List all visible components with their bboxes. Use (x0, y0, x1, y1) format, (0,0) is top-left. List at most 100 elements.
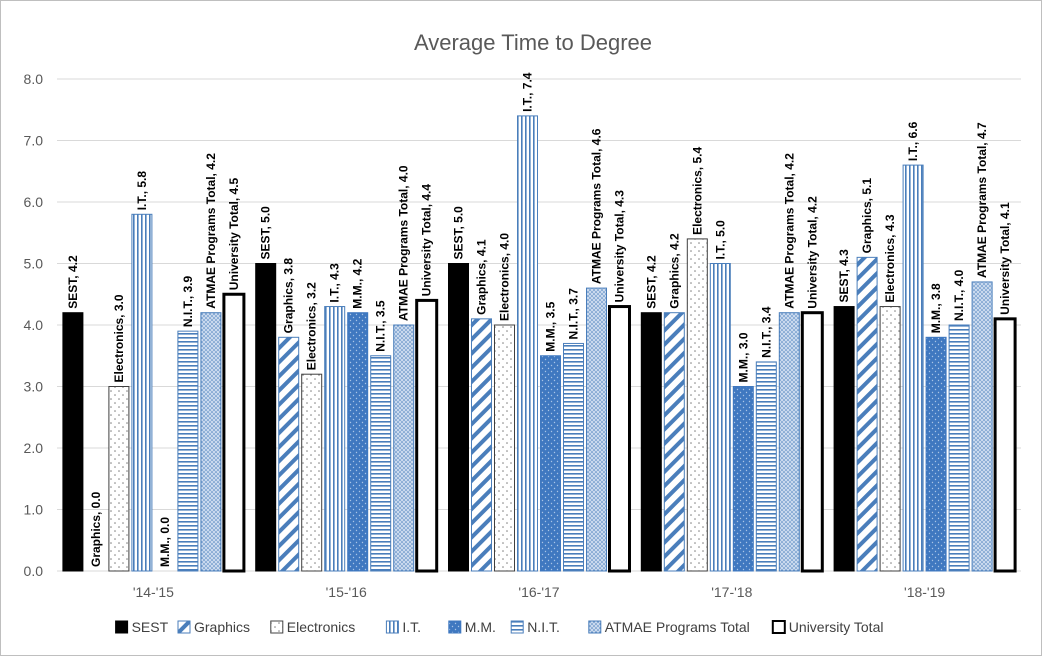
legend-swatch-graphics (177, 620, 191, 634)
legend-label-graphics: Graphics (194, 619, 250, 635)
bar-university-total-14-15 (222, 292, 246, 573)
data-label-sest-18-19: SEST, 4.3 (837, 249, 851, 303)
bar-sest-16-17 (448, 263, 469, 572)
legend: SEST Graphics Electronics I.T. M.M. N.I.T. ATM… (115, 619, 884, 635)
bar-n-i-t-14-15 (177, 330, 199, 572)
legend-label-i-t: I.T. (402, 619, 421, 635)
x-category-label: '16-'17 (518, 584, 559, 600)
y-tick-label: 0.0 (24, 563, 44, 579)
data-label-i-t-18-19: I.T., 6.6 (906, 121, 920, 161)
x-category-label: '17-'18 (711, 584, 752, 600)
data-label-graphics-18-19: Graphics, 5.1 (860, 178, 874, 254)
data-label-m-m-17-18: M.M., 3.0 (736, 332, 750, 382)
y-tick-label: 4.0 (24, 317, 44, 333)
data-label-atmae-programs-total-17-18: ATMAE Programs Total, 4.2 (782, 153, 796, 309)
legend-swatch-atmae-programs-total (588, 620, 602, 634)
data-label-electronics-17-18: Electronics, 5.4 (690, 147, 704, 235)
bar-i-t-16-17 (517, 115, 538, 572)
chart-title: Average Time to Degree (414, 30, 652, 55)
legend-swatch-sest (115, 620, 129, 634)
bar-i-t-18-19 (902, 164, 924, 572)
bar-graphics-18-19 (856, 256, 878, 572)
bar-graphics-17-18 (663, 312, 685, 572)
legend-swatch-m-m (448, 620, 462, 634)
legend-label-university-total: University Total (789, 619, 884, 635)
data-label-m-m-18-19: M.M., 3.8 (929, 283, 943, 333)
data-label-atmae-programs-total-14-15: ATMAE Programs Total, 4.2 (204, 153, 218, 309)
bar-n-i-t-16-17 (563, 342, 584, 572)
bar-n-i-t-17-18 (755, 361, 777, 572)
data-label-sest-15-16: SEST, 5.0 (259, 206, 273, 260)
data-label-n-i-t-14-15: N.I.T., 3.9 (181, 275, 195, 327)
x-axis-categories: '14-'15 '15-'16 '16-'17 '17-'18 '18-'19 (133, 584, 946, 600)
data-label-atmae-programs-total-16-17: ATMAE Programs Total, 4.6 (590, 128, 604, 284)
y-tick-label: 7.0 (24, 133, 44, 149)
bar-electronics-17-18 (686, 238, 708, 572)
bar-n-i-t-18-19 (948, 324, 970, 572)
data-label-graphics-14-15: Graphics, 0.0 (89, 491, 103, 567)
data-label-atmae-programs-total-18-19: ATMAE Programs Total, 4.7 (975, 122, 989, 278)
data-label-graphics-16-17: Graphics, 4.1 (475, 239, 489, 315)
bar-m-m-15-16 (347, 312, 369, 572)
bar-m-m-18-19 (925, 336, 947, 572)
data-label-n-i-t-17-18: N.I.T., 3.4 (759, 306, 773, 358)
y-tick-label: 6.0 (24, 194, 44, 210)
data-label-sest-14-15: SEST, 4.2 (66, 255, 80, 309)
y-axis-ticks: 0.0 1.0 2.0 3.0 4.0 5.0 6.0 7.0 8.0 (24, 71, 44, 579)
y-tick-label: 3.0 (24, 379, 44, 395)
y-tick-label: 2.0 (24, 440, 44, 456)
bar-atmae-programs-total-15-16 (393, 324, 415, 572)
bar-sest-18-19 (833, 306, 855, 572)
legend-label-sest: SEST (132, 619, 169, 635)
bar-m-m-17-18 (732, 386, 754, 572)
data-labels: SEST, 4.2 Graphics, 0.0 Electronics, 3.0 I.… (66, 72, 1012, 567)
bar-sest-14-15 (62, 312, 84, 572)
data-label-university-total-15-16: University Total, 4.4 (420, 184, 434, 297)
x-category-label: '15-'16 (326, 584, 367, 600)
data-label-university-total-18-19: University Total, 4.1 (998, 202, 1012, 315)
legend-swatch-i-t (385, 620, 399, 634)
bar-graphics-16-17 (471, 318, 492, 572)
data-label-atmae-programs-total-15-16: ATMAE Programs Total, 4.0 (397, 165, 411, 321)
bar-n-i-t-15-16 (370, 355, 392, 572)
data-label-n-i-t-18-19: N.I.T., 4.0 (952, 269, 966, 321)
x-category-label: '14-'15 (133, 584, 174, 600)
bar-i-t-14-15 (131, 213, 153, 572)
legend-swatch-electronics (270, 620, 284, 634)
data-label-graphics-17-18: Graphics, 4.2 (667, 233, 681, 309)
data-label-m-m-15-16: M.M., 4.2 (351, 258, 365, 308)
data-label-i-t-17-18: I.T., 5.0 (713, 220, 727, 260)
x-category-label: '18-'19 (904, 584, 945, 600)
bar-electronics-14-15 (108, 386, 130, 572)
bar-electronics-16-17 (494, 324, 515, 572)
legend-label-m-m: M.M. (465, 619, 496, 635)
data-label-i-t-16-17: I.T., 7.4 (521, 72, 535, 112)
data-label-electronics-15-16: Electronics, 3.2 (305, 282, 319, 370)
bars (62, 115, 1017, 573)
data-label-i-t-15-16: I.T., 4.3 (328, 263, 342, 303)
data-label-sest-17-18: SEST, 4.2 (644, 255, 658, 309)
bar-university-total-15-16 (415, 298, 439, 573)
bar-m-m-16-17 (540, 355, 561, 572)
data-label-electronics-16-17: Electronics, 4.0 (498, 233, 512, 321)
legend-label-electronics: Electronics (287, 619, 355, 635)
data-label-university-total-16-17: University Total, 4.3 (613, 190, 627, 303)
bar-university-total-16-17 (608, 305, 631, 573)
bar-i-t-15-16 (324, 306, 346, 572)
data-label-graphics-15-16: Graphics, 3.8 (282, 258, 296, 334)
data-label-sest-16-17: SEST, 5.0 (452, 206, 466, 260)
data-label-m-m-16-17: M.M., 3.5 (544, 301, 558, 351)
bar-i-t-17-18 (709, 263, 731, 572)
bar-atmae-programs-total-14-15 (200, 312, 222, 572)
data-label-m-m-14-15: M.M., 0.0 (158, 517, 172, 567)
data-label-electronics-14-15: Electronics, 3.0 (112, 294, 126, 382)
bar-atmae-programs-total-17-18 (778, 312, 800, 572)
data-label-n-i-t-16-17: N.I.T., 3.7 (567, 288, 581, 340)
bar-sest-15-16 (255, 263, 277, 572)
bar-sest-17-18 (640, 312, 662, 572)
legend-label-n-i-t: N.I.T. (527, 619, 560, 635)
bar-graphics-15-16 (278, 336, 300, 572)
legend-swatch-n-i-t (510, 620, 524, 634)
